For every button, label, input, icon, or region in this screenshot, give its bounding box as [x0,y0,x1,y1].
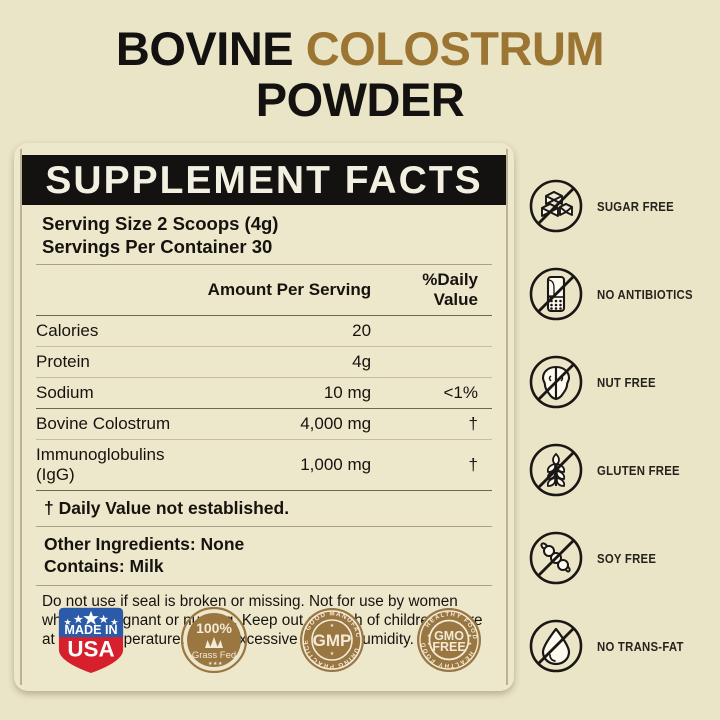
product-title: BOVINE COLOSTRUM POWDER [0,25,720,127]
feature-label-no-antibiotics: NO ANTIBIOTICS [597,286,693,302]
column-header-amount: Amount Per Serving [206,264,380,316]
column-header-daily-value: %Daily Value [379,264,492,316]
divider-above-warning [36,584,492,586]
nutrient-daily-value [379,346,492,378]
made-in-usa-line2: USA [67,636,114,661]
feature-no-antibiotics: NO ANTIBIOTICS [528,250,718,338]
serving-information: Serving Size 2 Scoops (4g) Servings Per … [22,205,506,264]
gmo-free-line2: FREE [432,640,465,654]
svg-text:★: ★ [468,641,473,646]
feature-nut-free: NUT FREE [528,338,718,426]
svg-text:★: ★ [427,633,432,638]
supplement-facts-header-bar: SUPPLEMENT FACTS [22,155,506,205]
gmo-free-seal-badge: HEALTHY FOOD HEALTHY FOOD GMO FREE ★ ★ ★ ★ [416,607,482,678]
table-row: Immunoglobulins (IgG) 1,000 mg † [36,439,492,491]
feature-sugar-free: SUGAR FREE [528,162,718,250]
other-ingredients-line: Other Ingredients: None [44,534,245,555]
supplement-facts-panel: SUPPLEMENT FACTS Serving Size 2 Scoops (… [14,143,514,691]
gmp-icon: GOOD MANUFACT URING PRACTICE GMP ★ ★ [296,602,364,672]
feature-label-nut-free: NUT FREE [597,374,656,390]
table-header-row: Amount Per Serving %Daily Value [36,264,492,316]
servings-per-container-line: Servings Per Container 30 [42,235,273,257]
daily-value-footnote: † Daily Value not established. [44,498,290,519]
sugar-cubes-crossed-icon [529,179,583,233]
oil-droplet-crossed-icon [529,619,583,673]
supplement-facts-panel-inner: SUPPLEMENT FACTS Serving Size 2 Scoops (… [20,149,508,685]
grass-fed-line2: Grass Fed [192,650,236,661]
svg-text:★: ★ [218,661,223,667]
peanut-crossed-icon [529,355,583,409]
soybean-crossed-icon [529,531,583,585]
nutrition-table-body: Calories 20 Protein 4g Sodium 10 mg <1% Bovine … [36,315,492,491]
contains-line: Contains: Milk [44,556,164,576]
nutrient-daily-value: † [379,439,492,491]
nutrition-table-wrap: Amount Per Serving %Daily Value Calories… [22,264,506,491]
gmo-free-line1: GMO [434,629,464,643]
title-line-1: BOVINE COLOSTRUM [0,25,720,72]
svg-text:★: ★ [427,641,432,646]
feature-label-gluten-free: GLUTEN FREE [597,462,680,478]
feature-gluten-free: GLUTEN FREE [528,426,718,514]
nutrient-daily-value [379,315,492,347]
nutrient-amount: 4,000 mg [206,408,380,440]
nutrient-name: Protein [36,346,207,378]
gmp-seal-badge: GOOD MANUFACT URING PRACTICE GMP ★ ★ [296,602,365,678]
feature-label-soy-free: SOY FREE [597,550,657,566]
feature-icons-column: SUGAR FREE NO ANTIBIOTICS NUT FREE [528,162,718,692]
gmp-label: GMP [312,631,351,650]
svg-text:★: ★ [213,661,218,667]
nutrient-amount: 1,000 mg [206,439,380,491]
nutrient-name: Bovine Colostrum [36,408,207,440]
svg-text:★: ★ [329,623,334,629]
nutrient-name: Immunoglobulins (IgG) [36,439,207,491]
feature-no-trans-fat: NO TRANS-FAT [528,602,718,690]
serving-size-line: Serving Size 2 Scoops (4g) [42,213,279,234]
nutrient-amount: 20 [206,315,380,347]
gmo-free-icon: HEALTHY FOOD HEALTHY FOOD GMO FREE ★★ ★★ [416,607,481,672]
title-line-2: POWDER [255,73,465,127]
nutrition-facts-table: Amount Per Serving %Daily Value Calories… [36,264,492,491]
wheat-crossed-icon [529,443,583,497]
grass-fed-icon: 100% Grass Fed ★ ★ ★ [181,606,248,673]
table-row: Bovine Colostrum 4,000 mg † [36,408,492,440]
nutrient-daily-value: † [379,408,492,440]
made-in-usa-shield-badge: MADE IN USA [52,605,130,680]
table-row: Sodium 10 mg <1% [36,377,492,409]
made-in-usa-icon: MADE IN USA [58,607,124,673]
svg-text:★: ★ [329,651,334,657]
nutrient-name: Calories [36,315,207,347]
nutrient-amount: 10 mg [206,377,380,409]
other-ingredients-block: Other Ingredients: None Contains: Milk [22,527,506,585]
feature-label-sugar-free: SUGAR FREE [597,198,674,214]
grass-fed-seal-badge: 100% Grass Fed ★ ★ ★ [181,606,248,678]
column-header-nutrient [36,264,207,316]
pill-blister-crossed-icon [529,267,583,321]
table-row: Calories 20 [36,315,492,347]
made-in-usa-line1: MADE IN [64,623,117,637]
divider-above-daily-note [36,490,492,492]
svg-text:★: ★ [208,661,213,667]
divider-above-other-ingredients [36,526,492,528]
feature-soy-free: SOY FREE [528,514,718,602]
feature-label-no-trans-fat: NO TRANS-FAT [597,638,684,654]
certification-badges: MADE IN USA 100% Grass Fed ★ ★ ★ [28,602,488,680]
title-word-bovine: BOVINE [115,22,306,75]
svg-text:★: ★ [468,633,473,638]
nutrient-name: Sodium [36,377,207,409]
title-word-colostrum: COLOSTRUM [305,22,605,75]
table-row: Protein 4g [36,346,492,378]
grass-fed-line1: 100% [196,620,232,636]
nutrient-daily-value: <1% [379,377,492,409]
nutrient-amount: 4g [206,346,380,378]
supplement-facts-title: SUPPLEMENT FACTS [45,158,483,202]
